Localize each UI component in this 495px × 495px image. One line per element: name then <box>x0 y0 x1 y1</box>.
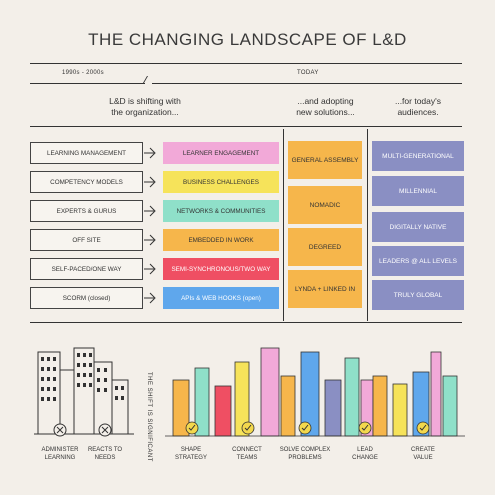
new-caption-line: VALUE <box>413 454 433 461</box>
old-item: OFF SITE <box>30 229 143 251</box>
audience-item: MILLENNIAL <box>372 176 464 206</box>
new-item: LEARNER ENGAGEMENT <box>163 142 279 164</box>
heading-solutions: ...and adopting new solutions... <box>283 96 368 118</box>
shift-arrow-icon <box>144 292 156 304</box>
column-divider-1 <box>283 129 284 321</box>
era-past-line <box>30 83 145 84</box>
solution-item: GENERAL ASSEMBLY <box>288 141 362 179</box>
new-caption: CONNECT TEAMS <box>224 447 270 462</box>
heading-shift: L&D is shifting with the organization... <box>60 96 230 118</box>
new-item: EMBEDDED IN WORK <box>163 229 279 251</box>
old-caption: ADMINISTER LEARNING <box>35 447 85 462</box>
shift-arrow-icon <box>144 147 156 159</box>
old-caption: REACTS TO NEEDS <box>80 447 130 462</box>
heading-shift-line2: the organization... <box>111 107 179 117</box>
new-caption-line: SOLVE COMPLEX <box>279 447 331 453</box>
page-title: THE CHANGING LANDSCAPE OF L&D <box>88 30 407 49</box>
new-caption-line: CHANGE <box>352 454 378 461</box>
shift-arrow-icon <box>144 176 156 188</box>
new-caption-line: STRATEGY <box>175 454 207 461</box>
era-today-label: TODAY <box>297 70 319 76</box>
heading-audiences: ...for today's audiences. <box>370 96 466 118</box>
old-caption-line: LEARNING <box>44 454 76 461</box>
new-caption-line: CREATE <box>411 447 435 453</box>
top-divider <box>30 63 462 64</box>
new-item: BUSINESS CHALLENGES <box>163 171 279 193</box>
era-today-line <box>152 83 462 84</box>
new-caption: CREATE VALUE <box>400 447 446 462</box>
new-caption-line: LEAD <box>357 447 373 453</box>
solution-item: LYNDA + LINKED IN <box>288 270 362 308</box>
old-caption-line: NEEDS <box>94 454 116 461</box>
new-caption-line: CONNECT <box>232 447 262 453</box>
era-past-label: 1990s - 2000s <box>62 70 104 76</box>
new-caption-line: PROBLEMS <box>288 454 322 461</box>
heading-solutions-line2: new solutions... <box>296 107 355 117</box>
heading-audiences-line2: audiences. <box>397 107 439 117</box>
audience-item: MULTI-GENERATIONAL <box>372 141 464 171</box>
old-caption-line: ADMINISTER <box>41 447 79 453</box>
column-divider-2 <box>367 129 368 321</box>
new-buildings-illustration <box>165 347 465 437</box>
old-item: SELF-PACED/ONE WAY <box>30 258 143 280</box>
solution-item: DEGREED <box>288 228 362 266</box>
new-caption-line: TEAMS <box>236 454 258 461</box>
heading-audiences-line1: ...for today's <box>394 96 442 106</box>
new-caption-line: SHAPE <box>180 447 202 453</box>
new-caption: SHAPE STRATEGY <box>168 447 214 462</box>
shift-note: THE SHIFT IS SIGNIFICANT <box>146 372 152 462</box>
new-item: NETWORKS & COMMUNITIES <box>163 200 279 222</box>
heading-shift-line1: L&D is shifting with <box>109 96 181 106</box>
old-item: EXPERTS & GURUS <box>30 200 143 222</box>
solution-item: NOMADIC <box>288 186 362 224</box>
new-caption: SOLVE COMPLEX PROBLEMS <box>276 447 334 462</box>
old-item: COMPETENCY MODELS <box>30 171 143 193</box>
heading-solutions-line1: ...and adopting <box>297 96 354 106</box>
new-item: SEMI-SYNCHRONOUS/TWO WAY <box>163 258 279 280</box>
new-item: APIs & WEB HOOKS (open) <box>163 287 279 309</box>
audience-item: TRULY GLOBAL <box>372 280 464 310</box>
old-caption-line: REACTS TO <box>87 447 123 453</box>
heading-divider <box>30 126 462 127</box>
era-break-mark <box>142 76 156 83</box>
old-buildings-illustration <box>34 347 134 437</box>
old-item: SCORM (closed) <box>30 287 143 309</box>
shift-arrow-icon <box>144 263 156 275</box>
shift-arrow-icon <box>144 205 156 217</box>
audience-item: DIGITALLY NATIVE <box>372 212 464 242</box>
old-item: LEARNING MANAGEMENT <box>30 142 143 164</box>
grid-bottom-divider <box>30 322 462 323</box>
new-caption: LEAD CHANGE <box>342 447 388 462</box>
audience-item: LEADERS @ ALL LEVELS <box>372 246 464 276</box>
shift-arrow-icon <box>144 234 156 246</box>
